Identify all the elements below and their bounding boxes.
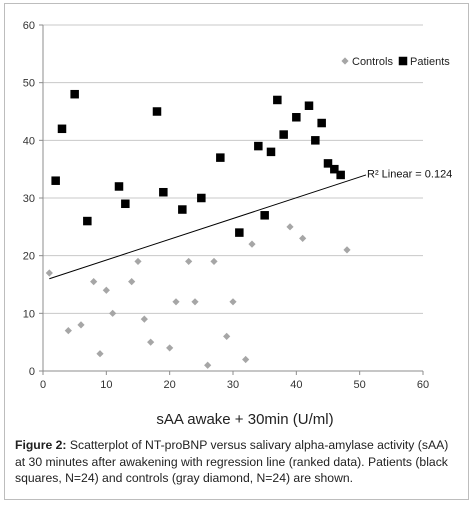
y-tick-label: 20 (23, 251, 35, 263)
x-tick-label: 60 (417, 379, 429, 391)
control-point (223, 332, 231, 340)
control-point (45, 269, 53, 277)
x-tick-label: 30 (227, 379, 239, 391)
legend: Controls Patients (341, 56, 450, 68)
control-point (286, 223, 294, 231)
patient-point (304, 101, 314, 110)
patient-point (216, 153, 225, 162)
control-point (185, 257, 193, 266)
control-point (128, 278, 136, 286)
regression-line-group (49, 174, 367, 280)
patient-point (273, 95, 282, 105)
control-point (134, 257, 142, 266)
y-tick-label: 50 (23, 78, 35, 90)
patient-point (330, 164, 339, 174)
control-point (166, 344, 174, 352)
control-point (229, 298, 237, 306)
control-point (204, 361, 212, 369)
control-point (343, 246, 351, 254)
patient-point (83, 216, 92, 226)
patient-point (317, 118, 326, 128)
patient-point (311, 136, 320, 145)
control-point (64, 327, 72, 335)
y-tick-label: 10 (23, 308, 35, 320)
patient-point (159, 187, 168, 197)
patient-point (235, 228, 244, 237)
axes (39, 24, 424, 375)
x-tick-label: 0 (40, 379, 46, 391)
legend-patients-marker (398, 56, 408, 66)
patient-point (292, 113, 301, 122)
y-tick-label: 40 (23, 135, 35, 147)
legend-controls-marker (341, 57, 349, 65)
x-tick-label: 20 (164, 379, 176, 391)
patient-point (197, 193, 206, 203)
control-point (96, 350, 104, 358)
caption-label: Figure 2: (15, 438, 67, 452)
control-point (242, 355, 250, 364)
patient-point (51, 176, 60, 185)
patient-point (279, 130, 288, 139)
control-point (77, 321, 85, 329)
control-point (210, 257, 218, 266)
x-tick-label: 50 (354, 379, 366, 391)
patient-point (70, 89, 79, 99)
patient-point (254, 141, 263, 151)
patient-point (266, 147, 276, 157)
regression-line (49, 174, 367, 280)
control-point (172, 298, 180, 306)
patient-point (336, 170, 345, 180)
legend-controls-label: Controls (352, 56, 393, 68)
y-tick-label: 60 (23, 20, 35, 32)
figure-caption: Figure 2: Scatterplot of NT-proBNP versu… (15, 437, 461, 487)
gridlines (43, 24, 423, 314)
tick-labels: 0 10 20 30 40 50 60 0 10 20 30 40 50 60 (23, 20, 429, 391)
y-tick-label: 0 (29, 366, 35, 378)
control-point (248, 240, 256, 248)
control-point (90, 278, 98, 286)
data-points (45, 89, 351, 369)
control-point (147, 338, 155, 346)
patient-point (57, 124, 67, 134)
control-point (140, 315, 148, 323)
y-tick-label: 30 (23, 193, 35, 205)
patient-point (178, 205, 187, 214)
control-point (109, 309, 117, 317)
figure-frame (4, 3, 469, 500)
x-tick-label: 40 (290, 379, 302, 391)
patient-point (323, 159, 333, 168)
caption-text: Scatterplot of NT-proBNP versus salivary… (15, 438, 449, 485)
patient-point (152, 107, 162, 116)
control-point (102, 286, 110, 294)
x-tick-label: 10 (100, 379, 112, 391)
patient-point (121, 199, 130, 209)
patient-point (260, 211, 269, 220)
legend-patients-label: Patients (410, 56, 450, 68)
control-point (191, 298, 199, 306)
patient-point (114, 182, 124, 191)
x-axis-title: sAA awake + 30min (U/ml) (156, 411, 333, 428)
r-squared-annotation: R² Linear = 0.124 (367, 168, 452, 180)
scatter-chart: 0 10 20 30 40 50 60 0 10 20 30 40 50 60 Controls Patie… (23, 20, 453, 428)
control-point (299, 234, 307, 242)
